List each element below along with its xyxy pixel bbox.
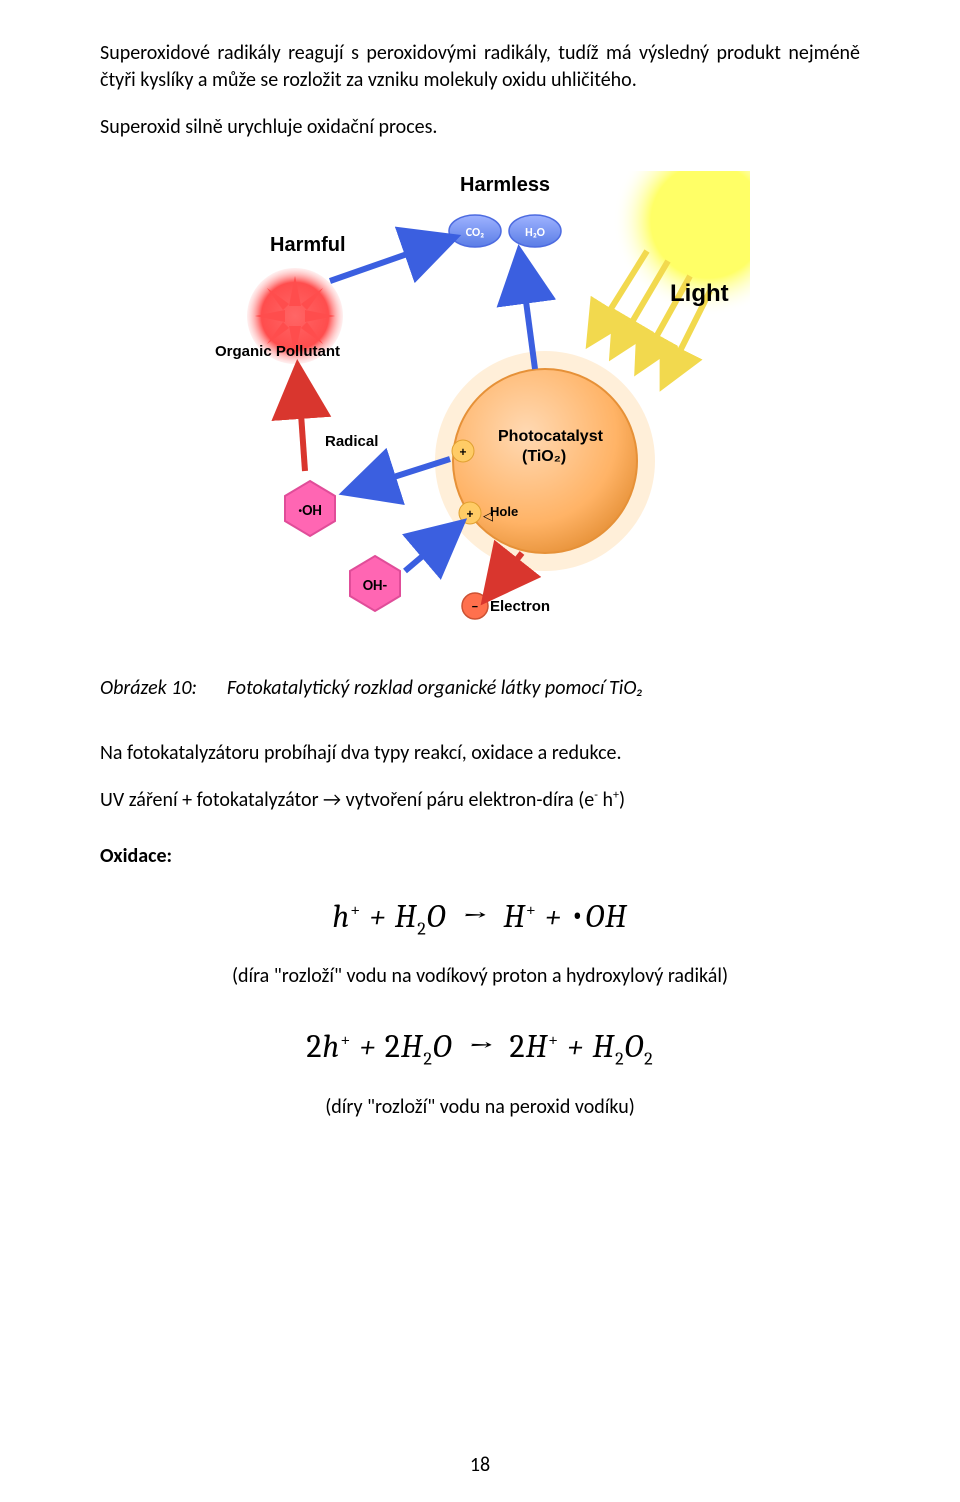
co2-label: CO₂ [466,226,484,240]
para4-mid: h [598,788,613,812]
arrow-ohminus-to-tio2 [405,526,458,571]
plus1-label: + [460,445,467,460]
arrow-star-to-harmless [330,239,450,281]
paragraph-3: Na fotokatalyzátoru probíhají dva typy r… [100,740,860,767]
note-eq1: (díra "rozloží" vodu na vodíkový proton … [100,964,860,988]
diagram-label-hole: Hole [490,504,518,519]
diagram-label-electron: Electron [490,598,550,615]
note-eq2: (díry "rozloží" vodu na peroxid vodíku) [100,1095,860,1119]
figure-caption-text: Fotokatalytický rozklad organické látky … [227,676,643,700]
oh-minus-hex: OH- [350,556,400,611]
paragraph-4: UV záření + fotokatalyzátor → vytvoření … [100,787,860,814]
arrow-oh-to-star [298,371,305,471]
figure-caption: Obrázek 10: Fotokatalytický rozklad orga… [100,676,860,700]
para4-pre: UV záření + fotokatalyzátor → vytvoření … [100,788,594,812]
paragraph-1: Superoxidové radikály reagují s peroxido… [100,40,860,94]
figure-caption-label: Obrázek 10: [100,676,197,700]
paragraph-2: Superoxid silně urychluje oxidační proce… [100,114,860,141]
arrow-tio2-to-harmless [520,256,535,369]
oh-radical-hex: ·OH [285,481,335,536]
arrow-tio2-to-oh [350,459,450,491]
diagram-label-photocat1: Photocatalyst [498,428,604,445]
equation-2-wrap: 2h+ + 2H2O → 2H+ + H2O2 [100,1028,860,1069]
diagram-label-harmless: Harmless [460,174,550,196]
equation-2: 2h+ + 2H2O → 2H+ + H2O2 [306,1028,653,1069]
plus2-label: + [467,507,474,522]
diagram-label-photocat2: (TiO₂) [522,448,566,465]
heading-oxidace: Oxidace: [100,844,860,868]
para4-post: ) [619,788,625,812]
diagram-label-light: Light [670,280,729,307]
co2-pill: CO₂ [449,215,501,247]
h2o-label: H₂O [525,226,545,240]
diagram-label-organic: Organic Pollutant [215,343,340,360]
photocatalysis-diagram-svg: CO₂ H₂O [210,171,750,651]
page-number: 18 [0,1453,960,1477]
equation-1-wrap: h+ + H2O → H+ + •OH [100,898,860,939]
diagram-label-harmful: Harmful [270,234,346,256]
oh-minus-label: OH- [363,577,388,595]
figure-photocatalysis: CO₂ H₂O [100,171,860,651]
h2o-pill: H₂O [509,215,561,247]
diagram-label-radical: Radical [325,433,378,450]
equation-1: h+ + H2O → H+ + •OH [332,898,627,939]
electron-minus-label: − [472,598,479,615]
oh-radical-label: ·OH [298,502,322,520]
